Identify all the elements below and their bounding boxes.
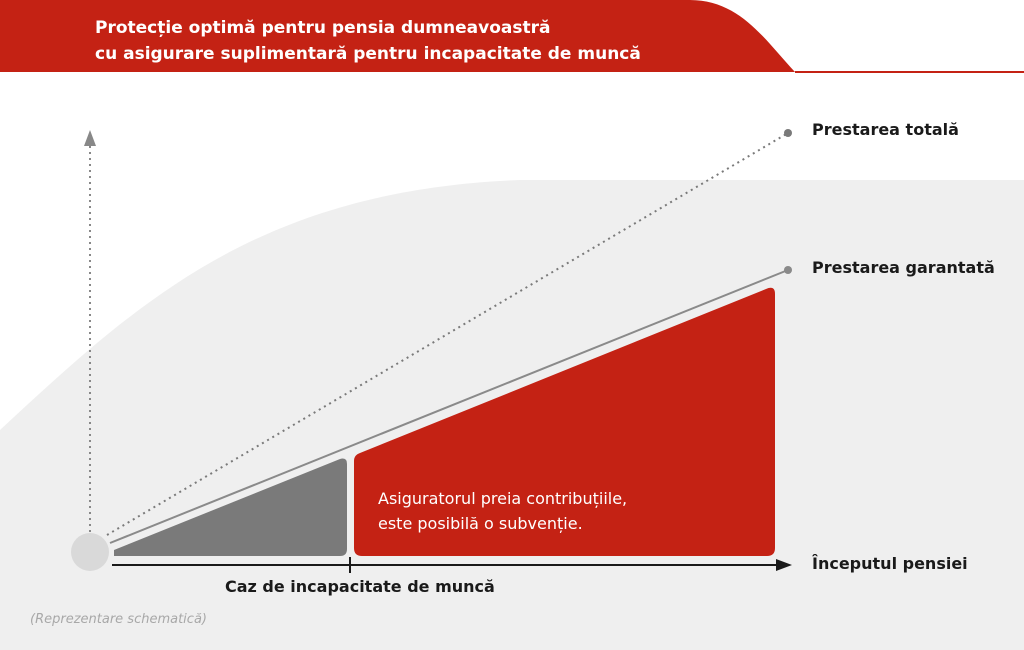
guaranteed-benefit-line [109,269,789,544]
horizontal-axis-arrow [776,559,792,571]
disability-event-label: Caz de incapacitate de muncă [225,577,495,596]
pension-start-label: Începutul pensiei [812,554,968,573]
guaranteed-benefit-label: Prestarea garantată [812,258,995,277]
header-title-line2: cu asigurare suplimentară pentru incapac… [95,44,641,64]
insurer-contribution-area [354,287,775,556]
insurer-callout: Asiguratorul preia contribuțiile, este p… [378,486,627,536]
header-title-line1: Protecție optimă pentru pensia dumneavoa… [95,18,551,38]
schematic-note: (Reprezentare schematică) [30,612,207,627]
origin-marker [71,533,109,571]
vertical-axis-arrow [84,130,96,146]
insurer-callout-line2: este posibilă o subvenție. [378,514,583,533]
total-benefit-label: Prestarea totală [812,120,959,139]
guaranteed-benefit-end-dot [784,266,792,274]
own-contribution-area [114,458,347,556]
total-benefit-end-dot [784,129,792,137]
insurer-callout-line1: Asiguratorul preia contribuțiile, [378,489,628,508]
header-banner [0,0,795,72]
